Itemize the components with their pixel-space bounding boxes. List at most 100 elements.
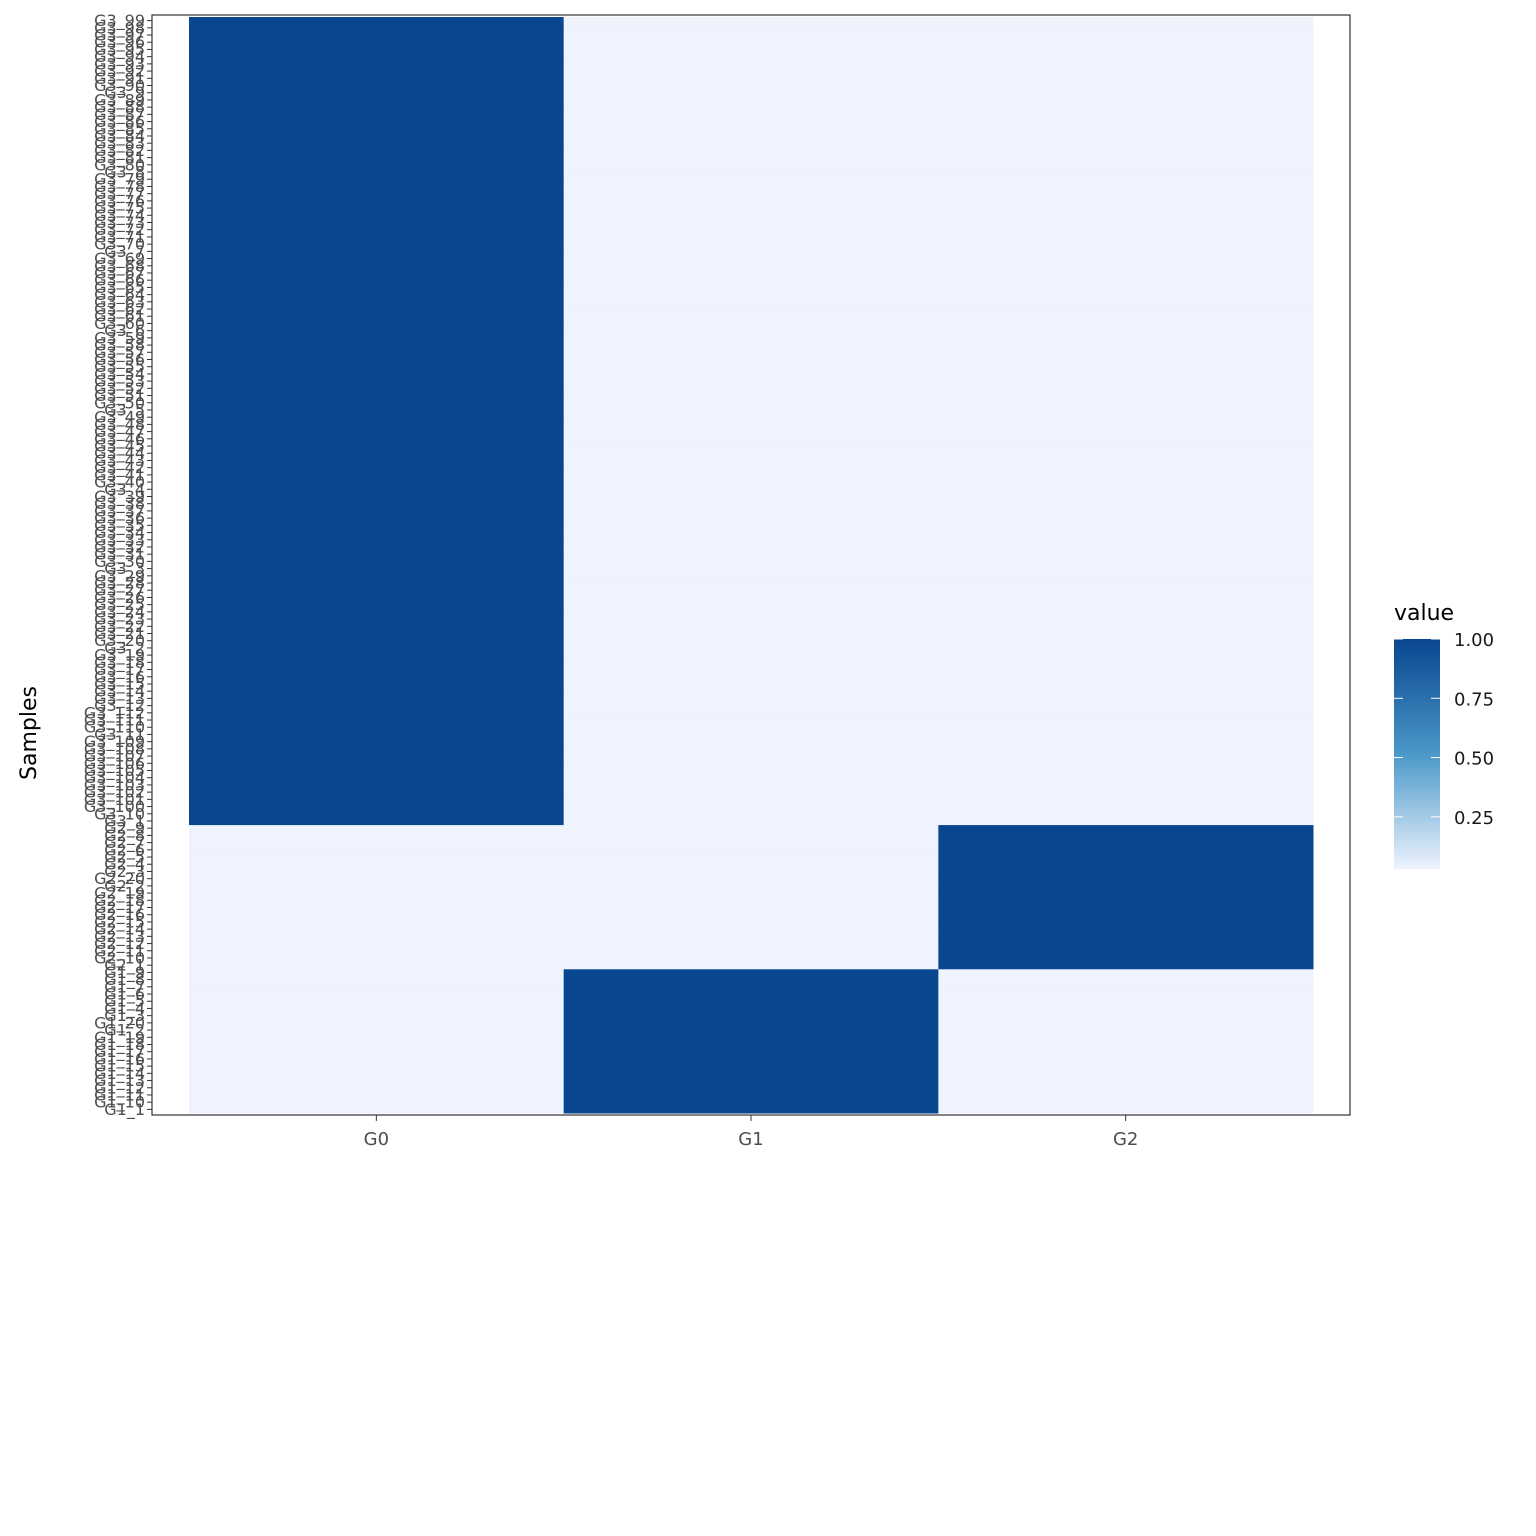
y-tick-label: G2_6 [104, 840, 145, 860]
heatmap-cell [189, 391, 565, 400]
y-tick-label: G3_6 [104, 321, 145, 341]
heatmap-cell [189, 168, 565, 177]
heatmap-cell [938, 1098, 1314, 1107]
heatmap-cell [189, 226, 565, 234]
heatmap-cell [189, 96, 565, 105]
y-tick-label: G3_34 [94, 523, 145, 543]
heatmap-cell [938, 197, 1314, 205]
heatmap-cell [189, 875, 565, 883]
heatmap-cell [563, 947, 939, 955]
heatmap-cell [938, 190, 1314, 198]
heatmap-cell [938, 694, 1314, 703]
heatmap-cell [563, 846, 939, 854]
y-tick-label: G2_10 [94, 948, 145, 968]
heatmap-cell [563, 745, 939, 753]
heatmap-cell [563, 125, 939, 133]
heatmap-cell [189, 1076, 565, 1085]
heatmap-cell [563, 759, 939, 768]
heatmap-cell [938, 687, 1314, 696]
heatmap-cell [938, 413, 1314, 422]
y-tick-label: G2_12 [94, 934, 145, 954]
heatmap-cell [189, 406, 565, 415]
heatmap-cell [189, 190, 565, 198]
heatmap-cell [189, 456, 565, 465]
heatmap-cell [938, 586, 1314, 595]
heatmap-cell [938, 319, 1314, 328]
heatmap-cell [189, 716, 565, 725]
heatmap-cell [189, 579, 565, 588]
heatmap-cell [938, 557, 1314, 566]
heatmap-cell [563, 579, 939, 588]
heatmap-cell [189, 442, 565, 451]
heatmap-cell [563, 550, 939, 559]
heatmap-cell [938, 89, 1314, 97]
heatmap-cell [563, 384, 939, 393]
y-tick-label: G3_60 [94, 314, 145, 334]
heatmap-cell [563, 976, 939, 984]
heatmap-cell [189, 788, 565, 797]
y-tick-label: G3_5 [104, 400, 145, 420]
y-tick-label: G1_10 [94, 1093, 145, 1113]
y-tick-label: G3_100 [84, 797, 145, 817]
y-tick-label: G2_15 [94, 912, 145, 932]
y-tick-label: G3_2 [104, 638, 145, 658]
y-tick-label: G3_83 [94, 134, 145, 154]
heatmap-cell [563, 1069, 939, 1078]
legend-tick-label: 0.50 [1454, 749, 1494, 770]
y-tick-label: G2_1 [104, 956, 145, 976]
heatmap-cell [938, 824, 1314, 833]
heatmap-cell [938, 276, 1314, 285]
y-tick-label: G3_49 [94, 408, 145, 428]
heatmap-cell [189, 932, 565, 941]
heatmap-cell [938, 399, 1314, 407]
y-tick-label: G3_70 [94, 235, 145, 255]
heatmap-cell [938, 96, 1314, 105]
heatmap-cell [563, 254, 939, 263]
heatmap-cell [938, 74, 1314, 83]
heatmap-cell [938, 990, 1314, 999]
heatmap-cell [563, 586, 939, 595]
y-tick-label: G3_80 [94, 155, 145, 175]
heatmap-cell [189, 370, 565, 379]
heatmap-cell [938, 550, 1314, 559]
heatmap-cell [938, 31, 1314, 40]
heatmap-cell [189, 334, 565, 342]
heatmap-cell [563, 1098, 939, 1107]
heatmap-cell [189, 117, 565, 126]
x-tick-label: G1 [738, 1129, 763, 1150]
y-tick-label: G3_48 [94, 415, 145, 435]
heatmap-cell [189, 420, 565, 429]
heatmap-cell [563, 817, 939, 826]
heatmap-cell [938, 997, 1314, 1006]
heatmap-cell [189, 687, 565, 696]
heatmap-cell [563, 774, 939, 782]
heatmap-cell [563, 802, 939, 811]
heatmap-cell [563, 990, 939, 999]
heatmap-cell [189, 507, 565, 516]
heatmap-cell [189, 572, 565, 580]
heatmap-cell [563, 132, 939, 141]
heatmap-cell [189, 730, 565, 739]
heatmap-cell [563, 615, 939, 624]
y-tick-label: G3_50 [94, 393, 145, 413]
heatmap-cell [938, 377, 1314, 386]
heatmap-cell [938, 355, 1314, 364]
heatmap-cell [563, 399, 939, 407]
heatmap-cell [938, 788, 1314, 797]
heatmap-cell [563, 911, 939, 919]
heatmap-cell [938, 146, 1314, 155]
heatmap-cell [563, 687, 939, 696]
heatmap-cell [563, 903, 939, 912]
heatmap-cell [938, 615, 1314, 624]
y-tick-label: G3_109 [84, 732, 145, 752]
heatmap-cell [189, 1033, 565, 1042]
y-tick-label: G1_13 [94, 1071, 145, 1091]
heatmap-cell [938, 391, 1314, 400]
y-tick-label: G3_45 [94, 437, 145, 457]
heatmap-cell [938, 622, 1314, 631]
heatmap-cell [563, 738, 939, 746]
y-tick-label: G1_3 [104, 1006, 145, 1026]
heatmap-cell [563, 673, 939, 681]
heatmap-cell [189, 853, 565, 862]
heatmap-cell [189, 824, 565, 833]
